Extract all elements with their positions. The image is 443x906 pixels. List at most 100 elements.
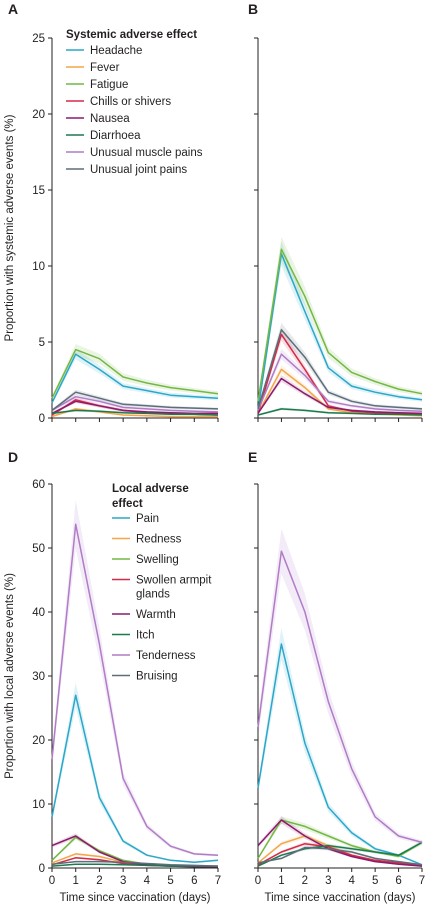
legend-item: Fatigue — [66, 79, 128, 91]
legend-label: Pain — [136, 513, 159, 525]
series-line-unusual-muscle-pains — [51, 395, 219, 413]
legend-item: Redness — [112, 534, 182, 546]
x-tick-label: 6 — [191, 875, 197, 887]
series-line-fatigue — [51, 348, 219, 399]
x-tick-label: 3 — [325, 875, 331, 887]
series-line-warmth — [257, 819, 423, 867]
legend-title: Local adverse effect — [112, 483, 189, 510]
y-tick-label: 25 — [32, 33, 45, 45]
x-tick-label: 1 — [73, 875, 79, 887]
legend-label: Diarrhoea — [90, 130, 141, 142]
series-line-swelling — [257, 819, 423, 859]
legend: Systemic adverse effect Headache Fever Fati… — [66, 29, 203, 176]
series-band-headache — [52, 348, 218, 405]
series-band-nausea — [52, 399, 218, 415]
x-tick-label: 0 — [49, 875, 55, 887]
x-tick-label: 5 — [167, 875, 173, 887]
legend-label: Unusual muscle pains — [90, 147, 203, 159]
series-line-fatigue — [257, 248, 423, 402]
series-band-fatigue — [52, 344, 218, 401]
legend-label: Redness — [136, 534, 182, 546]
y-tick-label: 10 — [32, 261, 45, 273]
panel-b: B — [248, 1, 423, 422]
series-line-nausea — [51, 400, 218, 415]
y-tick-label: 50 — [32, 543, 45, 555]
legend-label: Fever — [90, 62, 120, 74]
series-line-bruising — [51, 860, 219, 867]
legend-label: Unusual joint pains — [90, 164, 187, 176]
legend-item: Nausea — [66, 113, 130, 125]
series-line-diarrhoea — [257, 408, 423, 416]
series-line-tenderness — [257, 550, 423, 844]
y-tick-label: 30 — [32, 671, 45, 683]
series-line-diarrhoea — [51, 409, 219, 416]
panel-letter: B — [248, 1, 258, 17]
series-line-itch — [51, 863, 218, 867]
panel-e: E 0 1 2 3 4 5 6 7 Time since vaccination (days) — [248, 449, 425, 904]
legend: Local adverse effect Pain Redness Swelling Sw… — [112, 483, 212, 683]
series-line-pain — [257, 643, 423, 866]
panel-letter: E — [248, 449, 257, 465]
y-tick-label: 40 — [32, 607, 45, 619]
series-band-redness — [258, 833, 422, 866]
y-tick-label: 60 — [32, 479, 45, 491]
legend-item: Diarrhoea — [66, 130, 141, 142]
legend-label: Swollen armpit glands — [136, 575, 212, 601]
legend-label: Swelling — [136, 554, 179, 566]
legend-label: Tenderness — [136, 650, 196, 662]
x-tick-label: 7 — [215, 875, 221, 887]
legend-label: Fatigue — [90, 79, 128, 91]
series-line-itch — [257, 841, 423, 867]
panel-a: A 0 5 10 15 20 25 Proportion with systemic adve… — [4, 1, 219, 425]
series-line-headache — [51, 353, 219, 404]
legend-item: Swelling — [112, 554, 179, 566]
series-line-fever — [51, 408, 218, 418]
y-tick-label: 0 — [39, 863, 45, 875]
legend-label: Warmth — [136, 609, 176, 621]
x-tick-label: 4 — [144, 875, 151, 887]
x-tick-label: 7 — [419, 875, 425, 887]
series-band-warmth — [52, 833, 218, 868]
legend-item: Warmth — [112, 609, 176, 621]
series-band-fever — [52, 407, 218, 418]
series-line-unusual-muscle-pains — [257, 353, 423, 412]
legend-item: Unusual muscle pains — [66, 147, 203, 159]
y-tick-label: 10 — [32, 799, 45, 811]
x-tick-label: 2 — [302, 875, 308, 887]
y-tick-label: 15 — [32, 185, 45, 197]
panel-d: D 0 10 20 30 40 50 60 0 1 2 3 4 5 6 7 Proportion with lo… — [4, 449, 221, 904]
y-axis-title: Proportion with systemic adverse events … — [4, 114, 16, 341]
legend-item: Pain — [112, 513, 159, 525]
legend-label: Itch — [136, 630, 155, 642]
series-line-headache — [257, 253, 423, 411]
series-band-unusual-joint-pains — [52, 389, 218, 412]
series-line-unusual-joint-pains — [51, 391, 219, 411]
y-tick-label: 20 — [32, 735, 45, 747]
y-tick-label: 0 — [39, 413, 45, 425]
y-tick-label: 20 — [32, 109, 45, 121]
series-band-unusual-muscle-pains — [52, 394, 218, 414]
legend-item: Unusual joint pains — [66, 164, 187, 176]
legend-label: Nausea — [90, 113, 130, 125]
x-axis-title: Time since vaccination (days) — [264, 892, 415, 904]
legend-item: Fever — [66, 62, 120, 74]
legend-item: Swollen armpit glands — [112, 575, 212, 601]
x-tick-label: 2 — [96, 875, 102, 887]
series-line-tenderness — [51, 523, 219, 856]
x-tick-label: 4 — [349, 875, 356, 887]
legend-label: Bruising — [136, 671, 178, 683]
panel-letter: D — [8, 449, 18, 465]
x-axis-title: Time since vaccination (days) — [59, 892, 210, 904]
series-line-unusual-joint-pains — [257, 329, 423, 410]
legend-label: Chills or shivers — [90, 96, 171, 108]
legend-item: Itch — [112, 630, 155, 642]
x-tick-label: 1 — [278, 875, 284, 887]
x-tick-label: 6 — [395, 875, 401, 887]
legend-item: Chills or shivers — [66, 96, 171, 108]
series-band-swelling — [258, 816, 422, 860]
panel-letter: A — [8, 1, 18, 17]
series-band-pain — [258, 628, 422, 866]
series-band-tenderness — [258, 528, 422, 845]
legend-item: Bruising — [112, 671, 178, 683]
